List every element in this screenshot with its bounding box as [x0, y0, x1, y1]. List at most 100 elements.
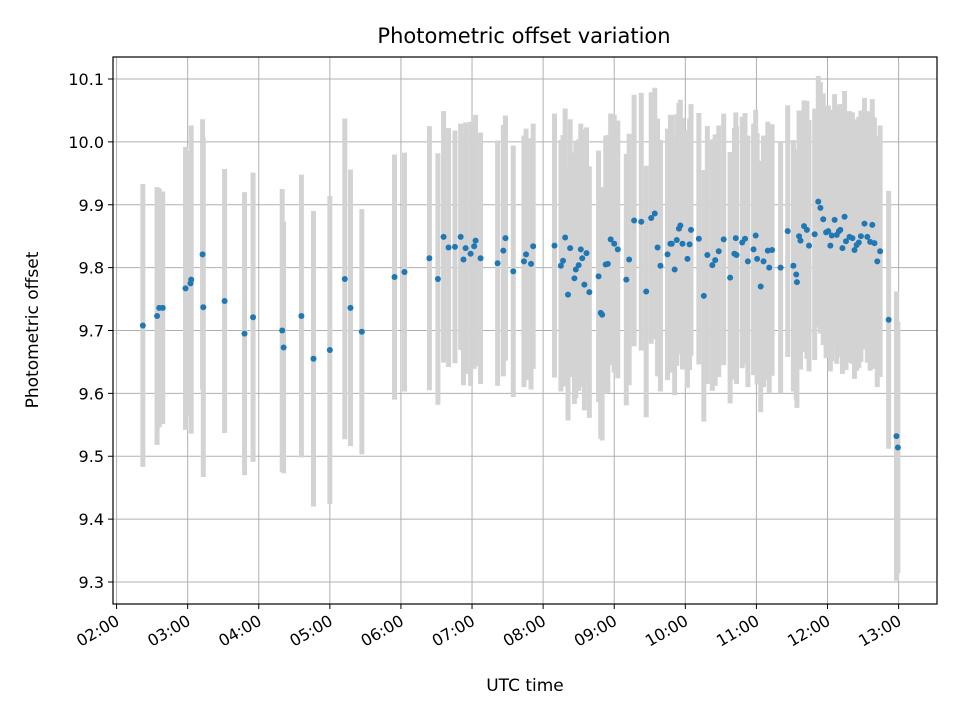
data-point — [530, 243, 537, 250]
data-point — [849, 235, 856, 242]
data-point — [571, 275, 578, 282]
data-point — [790, 262, 797, 269]
data-point — [803, 226, 810, 233]
data-point — [648, 214, 655, 221]
data-points — [139, 198, 901, 451]
data-point — [766, 264, 773, 271]
data-point — [583, 250, 590, 257]
data-point — [732, 235, 739, 242]
data-point — [182, 285, 189, 292]
data-point — [806, 242, 813, 249]
data-point — [827, 242, 834, 249]
data-point — [626, 256, 633, 263]
data-point — [279, 327, 286, 334]
data-point — [298, 313, 305, 320]
data-point — [811, 231, 818, 238]
data-point — [523, 251, 530, 258]
x-axis-title: UTC time — [486, 676, 564, 696]
data-point — [651, 210, 658, 217]
data-point — [733, 252, 740, 259]
data-point — [784, 228, 791, 235]
data-point — [457, 233, 464, 240]
data-point — [874, 258, 881, 265]
data-point — [877, 248, 884, 255]
data-point — [869, 221, 876, 228]
data-point — [752, 232, 759, 239]
data-point — [857, 233, 864, 240]
data-point — [595, 273, 602, 280]
data-point — [575, 262, 582, 269]
data-point — [793, 279, 800, 286]
data-point — [500, 247, 507, 254]
data-point — [864, 233, 871, 240]
data-point — [855, 239, 862, 246]
data-point — [894, 444, 901, 451]
data-point — [280, 344, 287, 351]
data-point — [754, 255, 761, 262]
data-point — [727, 274, 734, 281]
y-tick-label: 9.7 — [79, 322, 104, 341]
data-point — [623, 276, 630, 283]
data-point — [326, 346, 333, 353]
data-point — [560, 257, 567, 264]
data-point — [885, 316, 892, 323]
data-point — [861, 220, 868, 227]
data-point — [851, 247, 858, 254]
chart-title: Photometric offset variation — [377, 24, 670, 48]
data-point — [460, 256, 467, 263]
data-point — [565, 291, 572, 298]
data-point — [871, 240, 878, 247]
data-point — [477, 255, 484, 262]
data-point — [347, 304, 354, 311]
data-point — [643, 288, 650, 295]
data-point — [426, 255, 433, 262]
data-point — [769, 247, 776, 254]
data-point — [401, 269, 408, 276]
data-point — [159, 304, 166, 311]
data-point — [837, 226, 844, 233]
data-point — [720, 236, 727, 243]
data-point — [510, 268, 517, 275]
data-point — [841, 213, 848, 220]
data-point — [742, 235, 749, 242]
data-point — [750, 246, 757, 253]
y-tick-label: 10.1 — [68, 70, 104, 89]
data-point — [188, 276, 195, 283]
data-point — [668, 240, 675, 247]
y-tick-label: 9.8 — [79, 259, 104, 278]
data-point — [820, 216, 827, 223]
data-point — [557, 262, 564, 269]
data-point — [139, 322, 146, 329]
data-point — [494, 260, 501, 267]
data-point — [579, 255, 586, 262]
data-point — [520, 258, 527, 265]
data-point — [695, 235, 702, 242]
data-point — [839, 245, 846, 252]
y-tick-label: 10.0 — [68, 133, 104, 152]
data-point — [671, 266, 678, 273]
data-point — [577, 246, 584, 253]
data-point — [341, 275, 348, 282]
data-point — [250, 314, 257, 321]
data-point — [679, 240, 686, 247]
data-point — [391, 274, 398, 281]
data-point — [709, 262, 716, 269]
data-point — [502, 235, 509, 242]
y-tick-label: 9.3 — [79, 573, 104, 592]
data-point — [744, 258, 751, 265]
data-point — [893, 433, 900, 440]
data-point — [440, 233, 447, 240]
data-point — [631, 217, 638, 224]
data-point — [684, 255, 691, 262]
data-point — [673, 236, 680, 243]
data-point — [757, 283, 764, 290]
y-tick-label: 9.5 — [79, 447, 104, 466]
data-point — [700, 292, 707, 299]
data-point — [712, 257, 719, 264]
data-point — [817, 204, 824, 211]
data-point — [310, 355, 317, 362]
y-axis-title: Photometric offset — [23, 251, 43, 408]
data-point — [688, 226, 695, 233]
data-point — [797, 237, 804, 244]
